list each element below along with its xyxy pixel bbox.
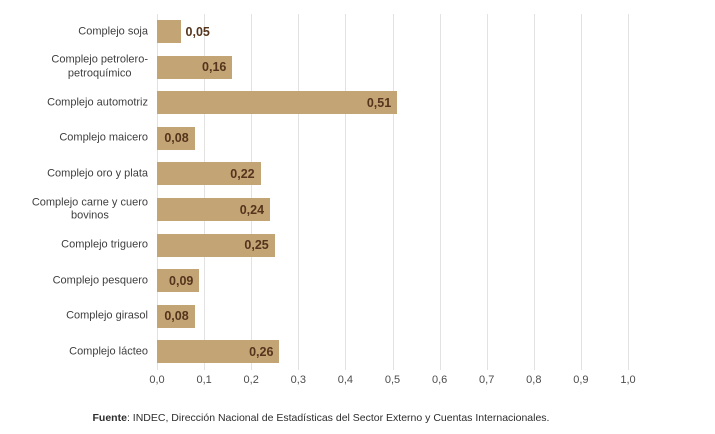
category-label: Complejo maicero xyxy=(0,132,148,146)
category-label: Complejo petrolero-petroquímico xyxy=(0,54,148,81)
source-text: : INDEC, Dirección Nacional de Estadísti… xyxy=(126,412,550,424)
category-label-text: Complejo pesquero xyxy=(52,273,148,286)
category-label-text: Complejo girasol xyxy=(66,309,148,322)
category-label: Complejo oro y plata xyxy=(0,167,148,181)
gridline xyxy=(157,14,158,370)
bar xyxy=(157,126,195,150)
category-label: Complejo soja xyxy=(0,25,148,39)
bar-value-label: 0,08 xyxy=(164,131,189,146)
category-label: Complejo triguero xyxy=(0,238,148,252)
bar-value-label: 0,08 xyxy=(164,309,189,324)
category-label-text: Complejo oro y plata xyxy=(47,167,148,180)
bar xyxy=(157,233,275,257)
bar xyxy=(157,20,181,44)
bar-value-label: 0,26 xyxy=(249,344,274,359)
category-label-text: Complejo soja xyxy=(78,25,148,38)
category-label: Complejo automotriz xyxy=(0,96,148,110)
gridline xyxy=(345,14,347,370)
bar-value-label: 0,24 xyxy=(239,202,265,217)
x-tick-label: 0,1 xyxy=(196,374,212,386)
gridline xyxy=(204,14,206,370)
category-label-text: Complejo petrolero-petroquímico xyxy=(51,53,148,80)
category-label: Complejo girasol xyxy=(0,309,148,323)
x-tick-label: 0,2 xyxy=(243,374,259,386)
bar xyxy=(157,269,200,293)
gridline xyxy=(533,14,535,370)
category-label-text: Complejo triguero xyxy=(61,238,148,251)
source-note: Fuente: INDEC, Dirección Nacional de Est… xyxy=(0,412,642,424)
category-label-text: Complejo maicero xyxy=(59,131,148,144)
category-label: Complejo lácteo xyxy=(0,345,148,359)
gridline xyxy=(298,14,300,370)
x-tick-label: 0,7 xyxy=(479,374,495,386)
gridline xyxy=(251,14,253,370)
bar-value-label: 0,05 xyxy=(185,24,210,39)
gridline xyxy=(392,14,394,370)
source-label: Fuente xyxy=(92,412,127,424)
category-label-text: Complejo carne y cuero bovinos xyxy=(31,196,148,222)
bar xyxy=(157,55,233,79)
gridline xyxy=(439,14,441,370)
bar xyxy=(157,162,261,186)
x-tick-label: 1,0 xyxy=(620,374,636,386)
category-label: Complejo pesquero xyxy=(0,274,148,288)
category-label-text: Complejo automotriz xyxy=(47,96,148,109)
x-tick-label: 0,0 xyxy=(149,374,165,386)
category-label: Complejo carne y cuero bovinos xyxy=(0,196,148,223)
gridline xyxy=(486,14,488,370)
bar-value-label: 0,51 xyxy=(366,95,392,110)
bar-value-label: 0,09 xyxy=(169,273,194,288)
x-tick-label: 0,5 xyxy=(384,374,401,386)
x-tick-label: 0,6 xyxy=(431,374,448,386)
bar xyxy=(157,198,271,222)
x-tick-label: 0,9 xyxy=(573,374,589,386)
bar-value-label: 0,22 xyxy=(230,166,255,181)
x-tick-label: 0,3 xyxy=(290,374,306,386)
bar-value-label: 0,16 xyxy=(202,60,227,75)
bar xyxy=(157,304,195,328)
bar xyxy=(157,340,280,364)
bar xyxy=(157,91,398,115)
x-tick-label: 0,4 xyxy=(337,374,354,386)
gridline xyxy=(580,14,582,370)
bar-value-label: 0,25 xyxy=(244,238,269,253)
gridline xyxy=(628,14,629,370)
x-tick-label: 0,8 xyxy=(526,374,542,386)
category-label-text: Complejo lácteo xyxy=(69,344,148,357)
